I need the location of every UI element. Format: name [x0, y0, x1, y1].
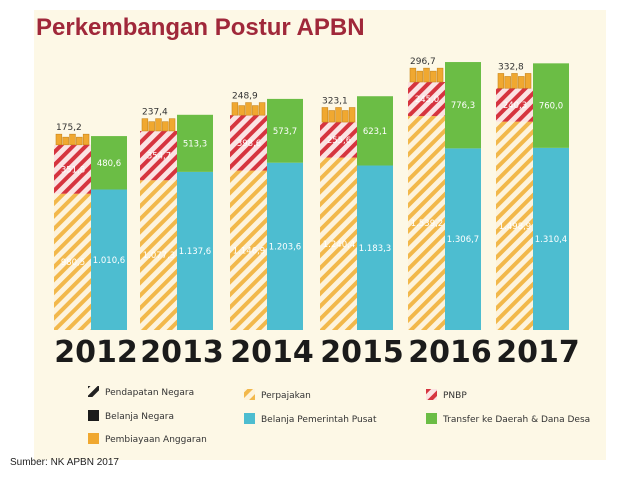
year-label: 2015 — [320, 335, 404, 370]
bar-pembiayaan — [231, 102, 266, 116]
legend-swatch-perpajakan — [244, 389, 255, 400]
bar-belanja-pusat — [267, 162, 303, 330]
bar-pnbp — [320, 122, 358, 158]
bar-pembiayaan — [321, 107, 356, 123]
bar-transfer — [445, 62, 481, 149]
label-perpajakan: 1.146,9 — [233, 246, 265, 256]
year-label: 2017 — [496, 335, 580, 370]
label-pembiayaan: 237,4 — [142, 108, 168, 118]
bar-pnbp — [408, 81, 446, 117]
label-pnbp: 398,6 — [237, 139, 261, 149]
bar-pembiayaan — [497, 73, 532, 89]
label-belanja-pusat: 1.183,3 — [359, 244, 391, 254]
bar-belanja-pusat — [533, 147, 569, 330]
label-pembiayaan: 332,8 — [498, 62, 524, 72]
legend-label-belanja: Belanja Negara — [105, 412, 174, 422]
label-belanja-pusat: 1.306,7 — [447, 235, 479, 245]
bar-pnbp — [54, 144, 92, 194]
label-transfer: 760,0 — [539, 102, 563, 112]
label-belanja-pusat: 1.310,4 — [535, 235, 567, 245]
source-note: Sumber: NK APBN 2017 — [10, 457, 119, 468]
legend-swatch-pembiayaan — [88, 433, 99, 444]
legend-swatch-pendapatan — [88, 386, 99, 397]
legend-label-pendapatan: Pendapatan Negara — [105, 388, 194, 398]
bar-pnbp — [496, 88, 534, 122]
label-transfer: 573,7 — [273, 127, 297, 137]
year-label: 2012 — [54, 335, 138, 370]
year-label: 2016 — [408, 335, 492, 370]
bar-pembiayaan — [141, 118, 176, 132]
bar-perpajakan — [496, 121, 534, 331]
label-transfer: 480,6 — [97, 159, 121, 169]
year-label: 2014 — [230, 335, 314, 370]
bar-pembiayaan — [409, 67, 444, 83]
label-belanja-pusat: 1.137,6 — [179, 247, 211, 257]
bar-transfer — [533, 63, 569, 148]
legend-swatch-belanja — [88, 410, 99, 421]
bar-belanja-pusat — [91, 189, 127, 330]
chart-title: Perkembangan Postur APBN — [36, 14, 365, 41]
label-pembiayaan: 296,7 — [410, 57, 436, 67]
label-pnbp: 245,0 — [415, 95, 439, 105]
label-pnbp: 351,8 — [61, 165, 85, 175]
bar-pembiayaan — [55, 133, 90, 146]
label-perpajakan: 1.077,3 — [143, 251, 175, 261]
label-pembiayaan: 175,2 — [56, 123, 82, 133]
bar-belanja-pusat — [445, 148, 481, 330]
label-transfer: 776,3 — [451, 101, 475, 111]
bar-perpajakan — [320, 157, 358, 330]
legend-label-transfer: Transfer ke Daerah & Dana Desa — [442, 415, 590, 425]
legend-label-pembiayaan: Pembiayaan Anggaran — [105, 435, 207, 445]
bar-transfer — [357, 96, 393, 166]
label-pnbp: 255,6 — [327, 136, 351, 146]
bar-pnbp — [140, 130, 178, 181]
bar-belanja-pusat — [357, 165, 393, 330]
legend-label-pnbp: PNBP — [443, 391, 467, 401]
label-perpajakan: 980,5 — [61, 258, 85, 268]
label-pnbp: 354,7 — [147, 152, 171, 162]
bar-perpajakan — [140, 180, 178, 330]
year-label: 2013 — [140, 335, 224, 370]
bar-transfer — [91, 136, 127, 190]
legend-label-perpajakan: Perpajakan — [261, 391, 311, 401]
label-perpajakan: 1.240,4 — [323, 240, 355, 250]
label-transfer: 623,1 — [363, 127, 387, 137]
label-pnbp: 240,3 — [503, 101, 527, 111]
bar-pnbp — [230, 115, 268, 171]
label-perpajakan: 1.498,9 — [499, 222, 531, 232]
bar-perpajakan — [54, 193, 92, 330]
bar-transfer — [267, 98, 303, 163]
label-belanja-pusat: 1.010,6 — [93, 256, 125, 266]
label-pembiayaan: 323,1 — [322, 97, 348, 107]
bar-transfer — [177, 114, 213, 172]
legend-label-belanja_pusat: Belanja Pemerintah Pusat — [261, 415, 377, 425]
label-belanja-pusat: 1.203,6 — [269, 242, 301, 252]
label-transfer: 513,3 — [183, 139, 207, 149]
legend-swatch-pnbp — [426, 389, 437, 400]
legend-swatch-transfer — [426, 413, 437, 424]
label-pembiayaan: 248,9 — [232, 92, 258, 102]
bar-perpajakan — [408, 116, 446, 330]
bar-perpajakan — [230, 170, 268, 330]
legend-swatch-belanja_pusat — [244, 413, 255, 424]
label-perpajakan: 1.539,2 — [411, 219, 443, 229]
bar-belanja-pusat — [177, 171, 213, 330]
